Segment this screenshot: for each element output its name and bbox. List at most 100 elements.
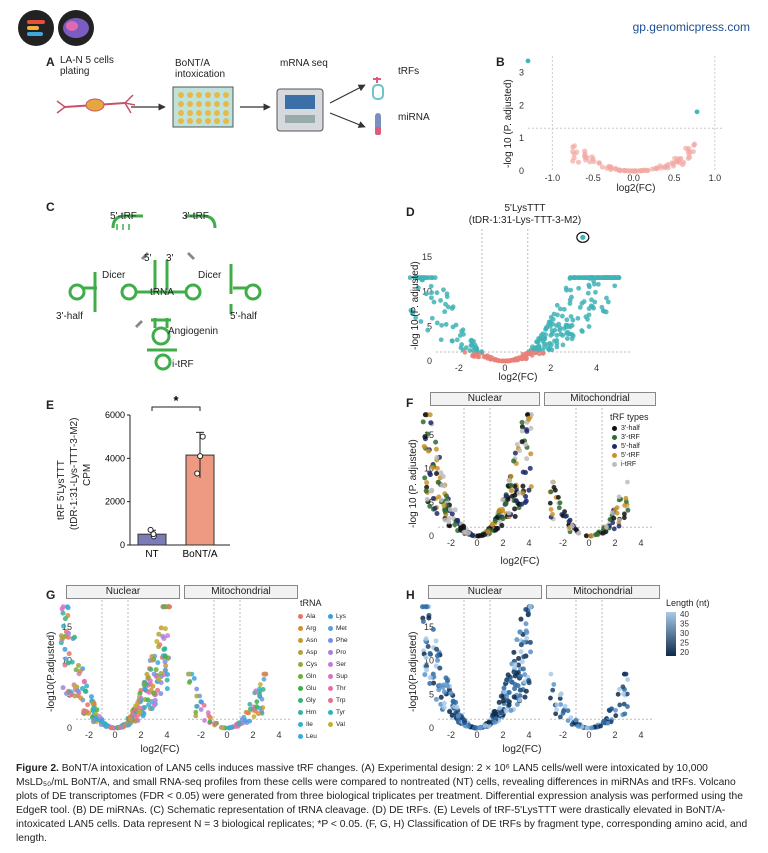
x-tick-label: 2 — [250, 730, 255, 740]
data-point — [593, 532, 599, 538]
data-point — [146, 702, 152, 708]
data-point — [504, 693, 510, 699]
data-point — [528, 451, 534, 457]
data-point — [454, 337, 460, 343]
legend-label: Met — [336, 625, 347, 632]
trna-cleavage-schematic — [68, 214, 262, 371]
data-point — [432, 505, 438, 511]
panel-e-bar-chart: 0 2000 4000 6000 NT BoNT/A * — [105, 395, 230, 560]
data-point — [589, 275, 595, 281]
data-point — [492, 356, 498, 362]
data-point — [565, 708, 571, 714]
data-point — [447, 523, 453, 529]
caption-text: BoNT/A intoxication of LAN5 cells induce… — [16, 763, 748, 844]
data-point — [516, 490, 522, 496]
data-point — [505, 672, 511, 678]
data-point — [514, 442, 520, 448]
data-point — [523, 351, 529, 357]
mirna-label: miRNA — [398, 112, 430, 123]
data-point — [625, 704, 630, 709]
legend-swatch — [612, 426, 617, 431]
data-point — [434, 653, 440, 659]
panel-h-facet-nuclear: Nuclear — [428, 585, 542, 599]
data-point — [621, 691, 626, 697]
legend-label: Asp — [306, 649, 318, 656]
data-point — [59, 606, 65, 612]
data-point — [560, 332, 566, 338]
data-point — [253, 688, 259, 694]
y-tick-label: 5 — [429, 689, 434, 699]
data-point — [492, 518, 498, 524]
data-point — [570, 333, 576, 339]
data-point — [564, 336, 570, 341]
data-point — [424, 663, 430, 669]
legend-swatch — [298, 686, 303, 691]
data-point — [624, 479, 630, 485]
data-point — [681, 159, 687, 165]
data-point — [595, 275, 601, 281]
y-tick-label: 10 — [424, 656, 434, 666]
x-tick-label: 0 — [224, 730, 229, 740]
data-point — [442, 507, 448, 513]
data-point — [133, 703, 139, 709]
data-point — [593, 289, 598, 295]
y-tick-label: 15 — [424, 622, 434, 632]
legend-entry: i-tRF — [612, 460, 640, 469]
data-point — [622, 711, 628, 717]
data-point — [517, 629, 523, 635]
data-point — [151, 671, 157, 677]
data-point — [516, 655, 522, 661]
legend-entry: Pro — [328, 648, 358, 657]
label-angiogenin: Angiogenin — [168, 326, 219, 337]
x-tick-label: -2 — [455, 363, 463, 373]
data-point — [61, 623, 67, 629]
data-point — [500, 497, 506, 503]
legend-swatch — [328, 710, 333, 715]
data-point — [435, 479, 441, 485]
data-point — [459, 328, 465, 334]
site-url[interactable]: gp.genomicpress.com — [632, 20, 750, 34]
data-point — [517, 697, 523, 703]
y-tick-label: 5 — [429, 497, 434, 507]
legend-label: Lys — [336, 613, 346, 620]
data-point — [503, 501, 509, 507]
data-point — [557, 500, 563, 506]
data-point — [624, 168, 630, 174]
data-point — [247, 706, 253, 712]
data-point — [472, 725, 478, 731]
data-point — [512, 662, 518, 668]
legend-swatch — [298, 734, 303, 739]
panel-f-facet-mito: Mitochondrial — [544, 392, 656, 406]
data-point — [523, 621, 529, 627]
data-point — [511, 669, 517, 675]
data-point — [559, 313, 565, 319]
data-point — [615, 691, 621, 697]
data-point — [75, 688, 81, 694]
x-tick-label: -2 — [197, 730, 205, 740]
data-point — [605, 299, 611, 305]
data-point — [462, 349, 468, 355]
data-point — [548, 507, 554, 512]
panel-g-legend-title: tRNA — [300, 598, 322, 608]
data-point — [247, 701, 253, 707]
experiment-design-diagram — [56, 77, 384, 135]
data-point — [162, 626, 168, 632]
data-point — [433, 638, 439, 644]
data-point — [550, 511, 555, 517]
data-point — [254, 699, 260, 705]
data-point — [503, 708, 509, 714]
data-point — [424, 484, 430, 490]
data-point — [503, 493, 509, 499]
data-point — [452, 507, 458, 513]
data-point — [194, 704, 199, 709]
data-point — [554, 341, 560, 347]
data-point — [62, 616, 68, 622]
data-point — [435, 657, 441, 663]
legend-swatch — [298, 614, 303, 619]
data-point — [165, 633, 171, 639]
x-tick-label: -2 — [447, 730, 455, 740]
data-point — [536, 344, 542, 350]
data-point — [438, 298, 443, 303]
panel-e-ylabel-1: tRF 5'LysTTT — [56, 460, 67, 520]
